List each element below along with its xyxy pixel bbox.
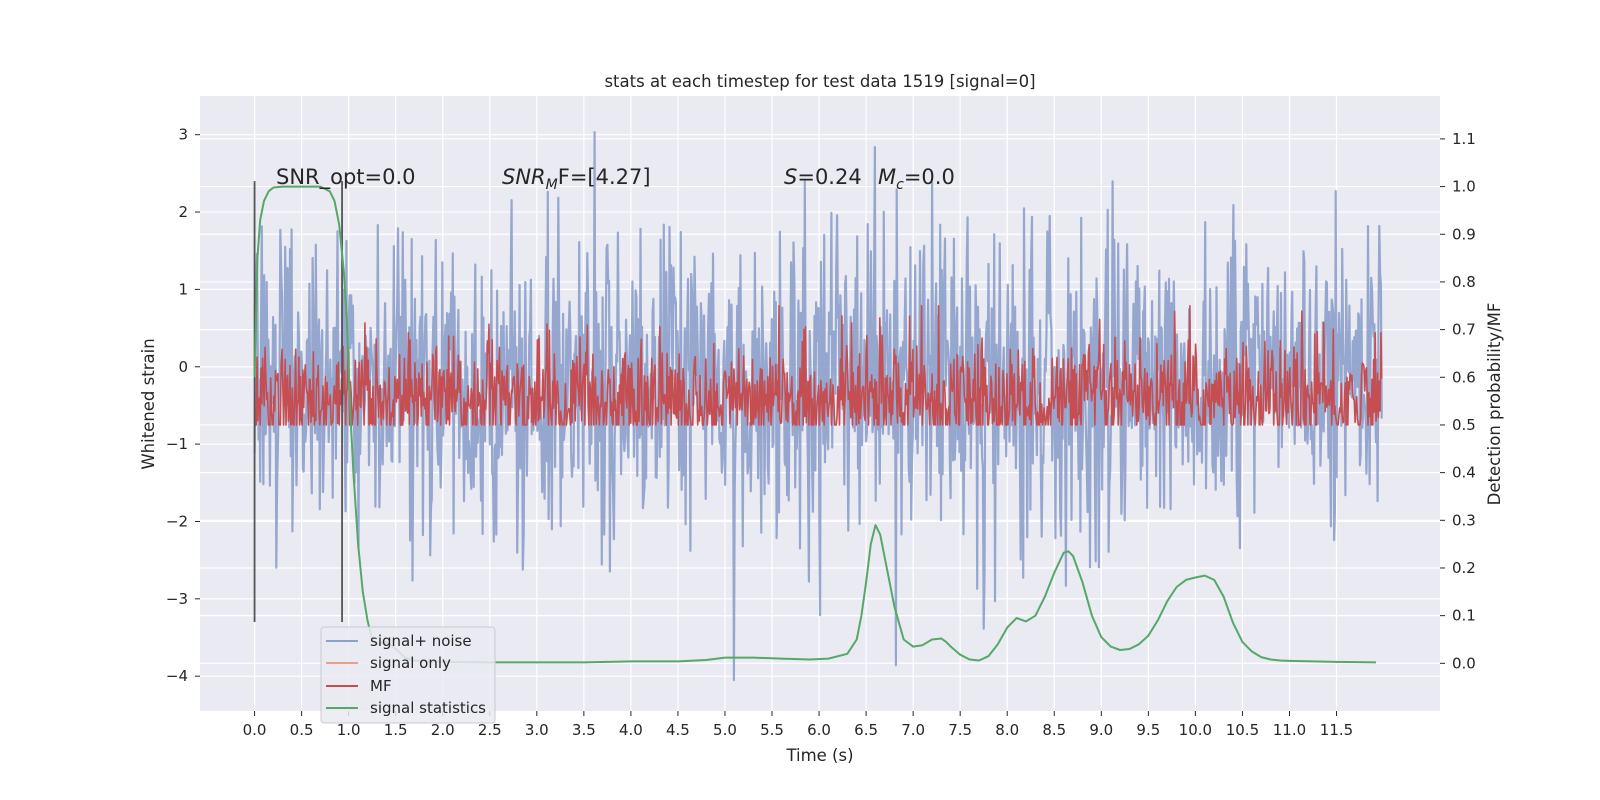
s-annotation: S=0.24: [784, 165, 862, 189]
x-tick-label: 7.5: [948, 721, 972, 739]
legend-label-mf: MF: [370, 677, 392, 695]
x-tick-label: 4.0: [619, 721, 643, 739]
mf-trace: [254, 305, 1383, 426]
y2-axis-label: Detection probability/MF: [1485, 303, 1504, 506]
x-tick-label: 11.0: [1273, 721, 1306, 739]
x-tick-label: 6.0: [807, 721, 831, 739]
x-tick-label: 2.5: [478, 721, 502, 739]
y-tick-label: −3: [166, 590, 188, 608]
y2-tick-label: 0.4: [1452, 464, 1476, 482]
y2-tick-label: 0.0: [1452, 654, 1476, 672]
x-tick-label: 6.5: [854, 721, 878, 739]
y2-tick-label: 1.1: [1452, 130, 1476, 148]
y2-tick-label: 0.6: [1452, 368, 1476, 386]
x-axis-label: Time (s): [785, 746, 853, 765]
x-tick-label: 10.0: [1179, 721, 1212, 739]
y-ticks: 3 2 1 0 −1 −2 −3 −4: [166, 126, 200, 685]
x-tick-label: 8.0: [995, 721, 1019, 739]
x-tick-label: 2.0: [431, 721, 455, 739]
noise-series: [253, 131, 1383, 682]
snr-mf-annotation: SNRMF=[4.27]: [502, 165, 651, 193]
x-tick-label: 0.0: [243, 721, 267, 739]
mc-annotation: Mc=0.0: [878, 165, 955, 193]
y2-tick-label: 1.0: [1452, 178, 1476, 196]
y2-tick-label: 0.2: [1452, 559, 1476, 577]
y-tick-label: −2: [166, 512, 188, 530]
chart-title: stats at each timestep for test data 151…: [604, 72, 1035, 91]
y-tick-label: −1: [166, 435, 188, 453]
signal-statistics-line: [253, 185, 1377, 664]
y-tick-label: 3: [178, 126, 188, 144]
noise-trace: [253, 131, 1383, 682]
x-tick-label: 9.0: [1089, 721, 1113, 739]
snr-opt-annotation: SNR_opt=0.0: [276, 165, 416, 190]
x-tick-label: 3.5: [572, 721, 596, 739]
y2-tick-label: 0.5: [1452, 416, 1476, 434]
y2-tick-label: 0.1: [1452, 607, 1476, 625]
legend-box: [320, 626, 496, 724]
legend-label-signal-only: signal only: [370, 654, 451, 672]
x-tick-label: 7.0: [901, 721, 925, 739]
x-tick-label: 5.5: [760, 721, 784, 739]
x-tick-label: 4.5: [666, 721, 690, 739]
signal-statistics-series: [253, 185, 1377, 664]
legend: signal+ noise signal only MF signal stat…: [320, 626, 496, 724]
x-tick-label: 10.5: [1226, 721, 1259, 739]
y-tick-label: −4: [166, 667, 188, 685]
x-tick-label: 1.5: [384, 721, 408, 739]
y2-tick-label: 0.9: [1452, 225, 1476, 243]
y2-tick-label: 0.8: [1452, 273, 1476, 291]
x-ticks: 0.0 0.5 1.0 1.5 2.0 2.5 3.0 3.5 4.0 4.5 5.0 5.5 6.0 6…: [243, 711, 1353, 739]
y-tick-label: 2: [178, 203, 188, 221]
x-tick-label: 5.0: [713, 721, 737, 739]
legend-label-signal-statistics: signal statistics: [370, 699, 486, 717]
x-tick-label: 11.5: [1320, 721, 1353, 739]
mf-series: [254, 305, 1383, 426]
y2-tick-label: 0.7: [1452, 321, 1476, 339]
x-tick-label: 3.0: [525, 721, 549, 739]
y2-ticks: 1.1 1.0 0.9 0.8 0.7 0.6 0.5 0.4 0.3 0.2 0.1 0.0: [1440, 130, 1476, 672]
x-tick-label: 1.0: [337, 721, 361, 739]
legend-label-noise: signal+ noise: [370, 632, 472, 650]
y-tick-label: 1: [178, 280, 188, 298]
x-tick-label: 8.5: [1042, 721, 1066, 739]
x-tick-label: 0.5: [290, 721, 314, 739]
y-axis-label: Whitened strain: [139, 338, 158, 469]
x-tick-label: 9.5: [1136, 721, 1160, 739]
y2-tick-label: 0.3: [1452, 511, 1476, 529]
y-tick-label: 0: [178, 358, 188, 376]
